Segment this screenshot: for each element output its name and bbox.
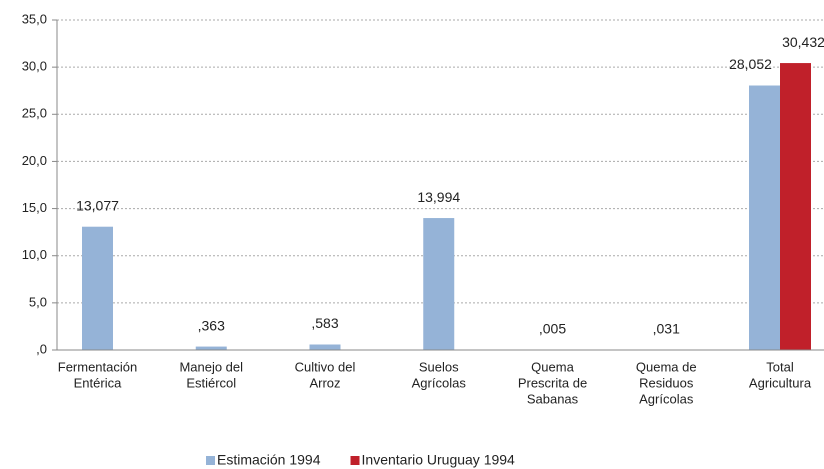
x-tick-label: Agrícolas [412, 375, 467, 390]
y-tick-label: 15,0 [22, 200, 47, 215]
legend-swatch [350, 456, 360, 465]
y-tick-label: 25,0 [22, 106, 47, 121]
x-tick-label: Manejo del [179, 359, 243, 374]
y-tick-label: 10,0 [22, 247, 47, 262]
x-tick-label: Suelos [419, 359, 459, 374]
value-label: ,583 [311, 315, 338, 331]
legend-swatch [206, 456, 215, 465]
value-label: 28,052 [729, 56, 772, 72]
x-tick-label: Cultivo del [295, 359, 356, 374]
x-tick-label: Total [766, 359, 794, 374]
bar [195, 346, 227, 350]
bar [82, 226, 113, 350]
bar [423, 218, 455, 350]
legend-label: Estimación 1994 [217, 452, 321, 468]
x-tick-label: Sabanas [527, 391, 579, 406]
x-tick-label: Residuos [639, 375, 694, 390]
x-tick-label: Arroz [309, 375, 340, 390]
x-tick-label: Quema [531, 359, 574, 374]
y-tick-label: 20,0 [22, 153, 47, 168]
y-tick-label: 30,0 [22, 59, 47, 74]
y-tick-label: ,0 [36, 341, 47, 356]
bar [780, 63, 811, 351]
bar [309, 344, 341, 350]
bar [749, 85, 780, 351]
x-tick-label: Prescrita de [518, 375, 587, 390]
y-tick-label: 5,0 [29, 294, 47, 309]
legend-label: Inventario Uruguay 1994 [362, 452, 516, 468]
x-tick-label: Agrícolas [639, 391, 694, 406]
value-label: 13,994 [417, 189, 460, 205]
x-tick-label: Quema de [636, 359, 697, 374]
y-tick-label: 35,0 [22, 11, 47, 26]
value-label: ,031 [653, 320, 680, 336]
x-tick-label: Entérica [74, 375, 122, 390]
x-tick-label: Estiércol [186, 375, 236, 390]
value-label: 30,432 [782, 34, 824, 50]
x-tick-label: Agricultura [749, 375, 812, 390]
value-label: ,363 [198, 317, 225, 333]
x-tick-label: Fermentación [58, 359, 137, 374]
value-label: 13,077 [76, 197, 119, 213]
value-label: ,005 [539, 321, 566, 337]
